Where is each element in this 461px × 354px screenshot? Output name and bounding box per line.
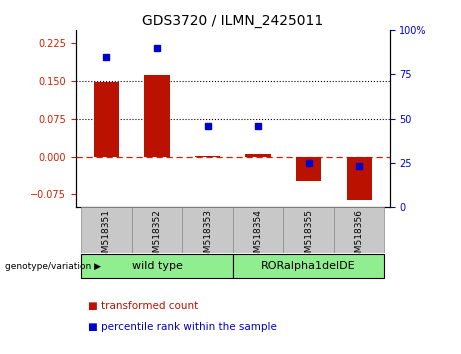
Bar <box>233 255 384 278</box>
Text: RORalpha1delDE: RORalpha1delDE <box>261 261 356 272</box>
Bar <box>144 75 170 156</box>
Text: GSM518356: GSM518356 <box>355 210 364 264</box>
Bar <box>132 207 182 253</box>
Text: wild type: wild type <box>131 261 183 272</box>
Text: ■ transformed count: ■ transformed count <box>88 301 198 311</box>
Bar <box>245 154 271 156</box>
Text: genotype/variation ▶: genotype/variation ▶ <box>5 262 100 271</box>
Text: GSM518351: GSM518351 <box>102 210 111 264</box>
Title: GDS3720 / ILMN_2425011: GDS3720 / ILMN_2425011 <box>142 14 324 28</box>
Bar <box>334 207 384 253</box>
Bar <box>195 155 220 156</box>
Text: GSM518355: GSM518355 <box>304 210 313 264</box>
Bar <box>233 207 284 253</box>
Text: GSM518353: GSM518353 <box>203 210 212 264</box>
Text: GSM518354: GSM518354 <box>254 210 263 264</box>
Bar <box>284 207 334 253</box>
Bar <box>347 156 372 200</box>
Bar <box>81 207 132 253</box>
Text: GSM518352: GSM518352 <box>153 210 161 264</box>
Bar <box>81 255 233 278</box>
Text: ■ percentile rank within the sample: ■ percentile rank within the sample <box>88 322 277 332</box>
Bar <box>94 82 119 156</box>
Bar <box>296 156 321 181</box>
Bar <box>182 207 233 253</box>
